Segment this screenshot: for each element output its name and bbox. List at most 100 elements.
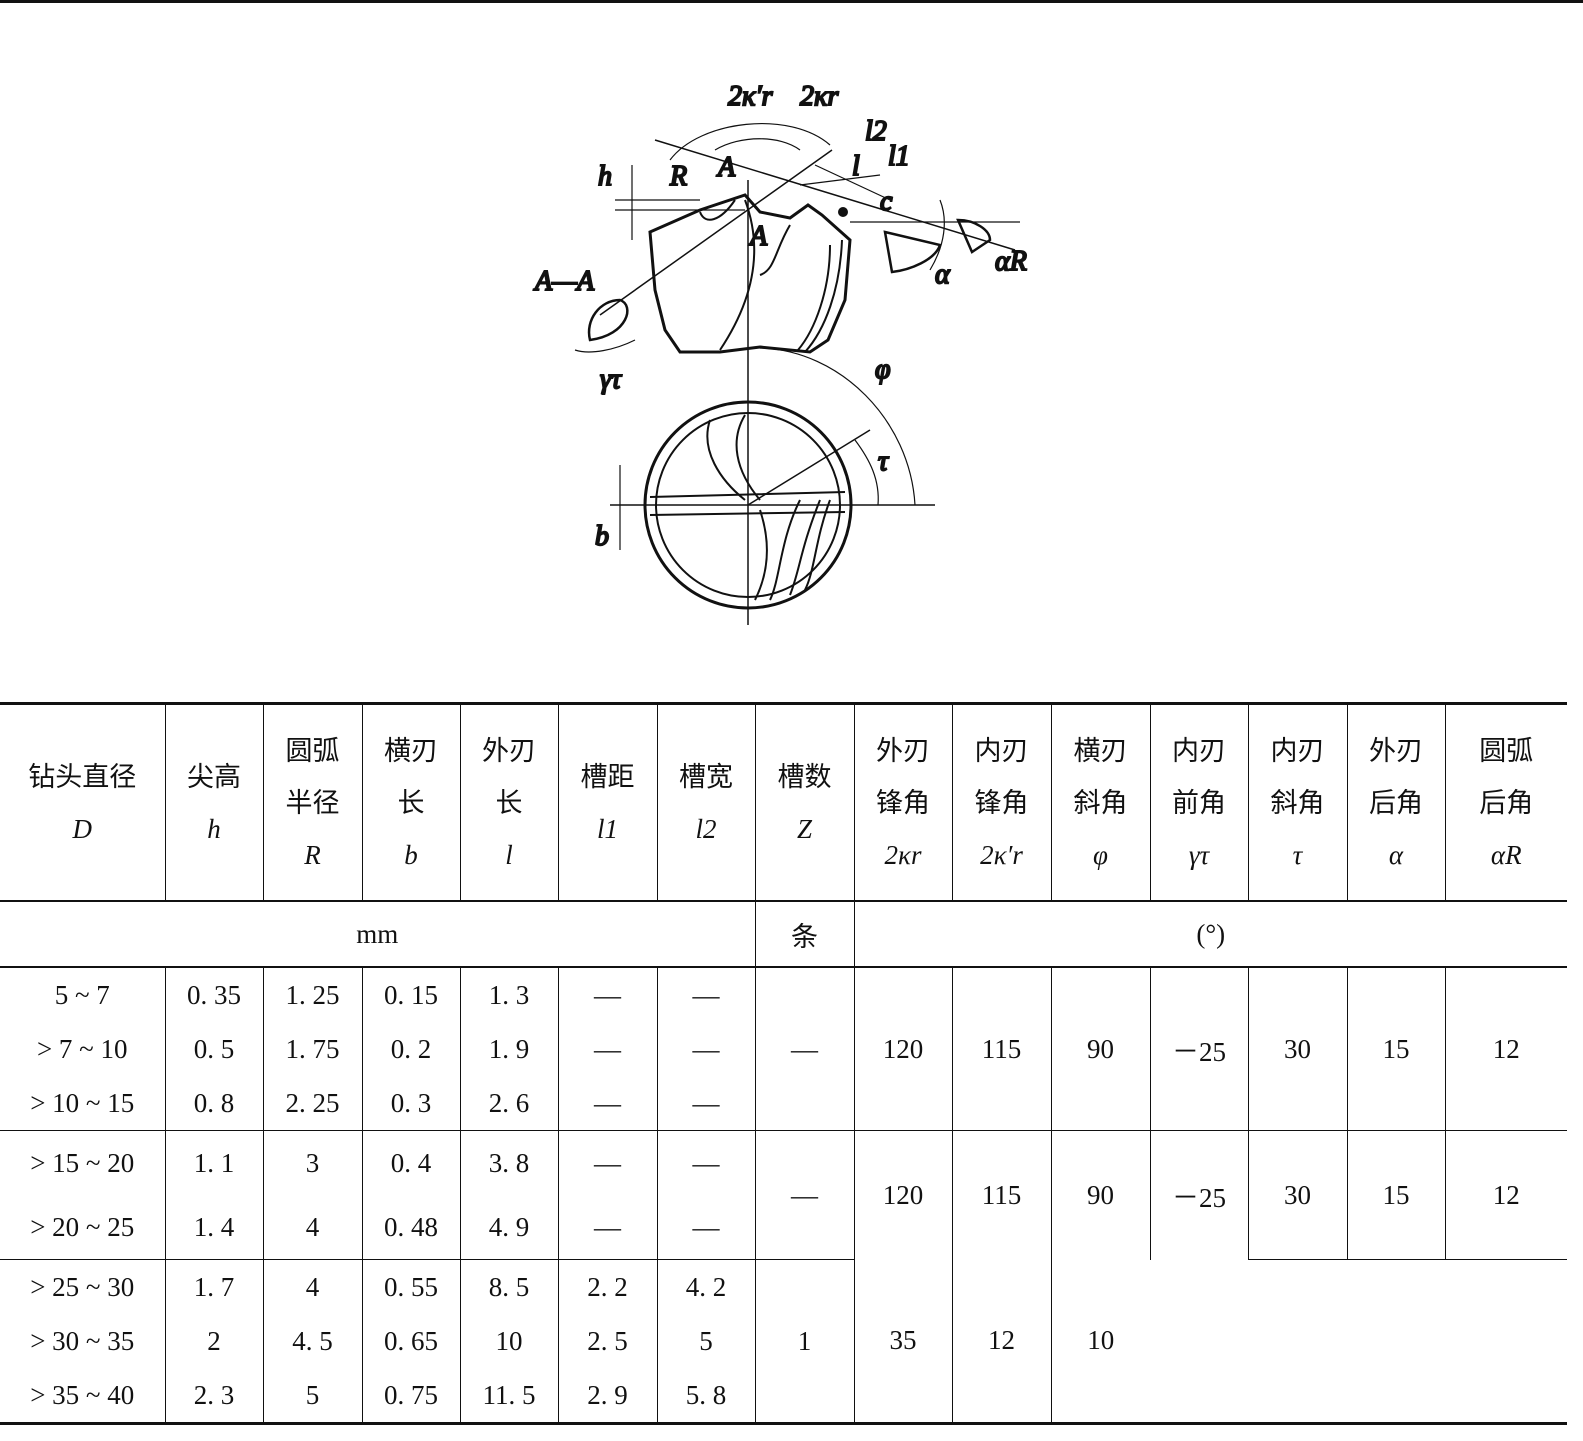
header-label: 锋角 bbox=[876, 787, 930, 818]
table-cell: 2 bbox=[164, 1314, 263, 1368]
header-label: 横刃 bbox=[1073, 735, 1128, 766]
header-symbol: Z bbox=[796, 813, 813, 844]
table-cell: 0. 48 bbox=[361, 1195, 460, 1260]
table-cell: 0. 8 bbox=[164, 1076, 263, 1131]
units-row: mm 条 (°) bbox=[0, 901, 1567, 968]
angle-arc-2kr-prime bbox=[714, 138, 801, 151]
label-c: c bbox=[880, 186, 893, 217]
header-label: 钻头直径 bbox=[28, 761, 137, 792]
header-label: 长 bbox=[495, 787, 523, 818]
table-cell: 1. 25 bbox=[262, 967, 362, 1022]
label-2kr-prime: 2κ′r bbox=[728, 81, 773, 112]
table-cell: > 30 ~ 35 bbox=[30, 1325, 135, 1356]
table-cell: 1. 4 bbox=[164, 1195, 263, 1260]
column-header: 圆弧 后角 αR bbox=[1444, 703, 1567, 902]
table-cell: — bbox=[656, 1022, 755, 1076]
table-row: > 15 ~ 20 1. 1 3 0. 4 3. 8— — —120 115 90 －25 30 15… bbox=[0, 1130, 1567, 1260]
table-cell: 2. 25 bbox=[262, 1076, 362, 1131]
angle-cell: －25 bbox=[1149, 1130, 1248, 1260]
label-l1: l1 bbox=[888, 141, 910, 172]
header-label: 圆弧 bbox=[285, 735, 340, 766]
column-header: 内刃 前角 γτ bbox=[1149, 703, 1248, 902]
table-cell: — bbox=[557, 1076, 657, 1131]
angle-cell: 15 bbox=[1346, 967, 1445, 1131]
label-tau: τ bbox=[878, 446, 889, 477]
header-symbol: 2κr bbox=[884, 839, 922, 870]
column-header: 尖高 h bbox=[164, 703, 263, 902]
table-cell: 5 bbox=[262, 1368, 362, 1424]
header-symbol: 2κ′r bbox=[980, 839, 1023, 870]
angle-arc-alpha bbox=[929, 199, 945, 271]
angle-cell: 90 bbox=[1050, 1130, 1150, 1260]
table-cell: 0. 2 bbox=[361, 1022, 460, 1076]
header-label: 槽数 bbox=[777, 761, 832, 792]
column-header: 钻头直径 D bbox=[0, 703, 165, 902]
dimension-line bbox=[814, 164, 891, 201]
header-symbol: h bbox=[207, 813, 221, 844]
label-2kr: 2κr bbox=[800, 81, 838, 112]
table-cell: 0. 15 bbox=[361, 967, 460, 1022]
table-row: 5 ~ 7 0. 35 1. 25 0. 15 1. 3— — —120 115 90 －25 30… bbox=[0, 967, 1567, 1131]
angle-arc-phi bbox=[759, 347, 916, 506]
cutting-edge-line bbox=[599, 149, 833, 316]
label-phi: φ bbox=[875, 354, 891, 385]
column-header: 横刃 斜角 φ bbox=[1050, 703, 1150, 902]
table-row: > 7 ~ 10 0. 5 1. 75 0. 2 1. 9— — bbox=[0, 1022, 1567, 1076]
header-label: 外刃 bbox=[482, 735, 536, 766]
table-cell: 2. 5 bbox=[557, 1314, 657, 1368]
slot-count-cell: — bbox=[754, 967, 854, 1131]
table-cell: 3. 8 bbox=[459, 1130, 558, 1195]
drill-flute-line bbox=[719, 199, 756, 351]
header-label: 尖高 bbox=[187, 761, 241, 792]
label-b: b bbox=[595, 521, 609, 552]
table-cell: 5 ~ 7 bbox=[54, 979, 110, 1010]
table-cell: 0. 3 bbox=[361, 1076, 460, 1131]
angle-cell: 35 bbox=[853, 1259, 952, 1424]
table-cell: 1. 1 bbox=[164, 1130, 263, 1195]
table-cell: 2. 6 bbox=[459, 1076, 558, 1131]
table-cell: 10 bbox=[459, 1314, 558, 1368]
label-A-top: A bbox=[716, 152, 736, 183]
table-cell: 8. 5 bbox=[459, 1259, 558, 1314]
unit-mm: mm bbox=[0, 901, 755, 968]
header-label: 槽距 bbox=[580, 761, 635, 792]
header-label: 后角 bbox=[1479, 787, 1534, 818]
header-symbol: γτ bbox=[1188, 839, 1210, 870]
cutting-edge-line bbox=[654, 139, 1016, 251]
table-cell: 1. 75 bbox=[262, 1022, 362, 1076]
angle-cell: 15 bbox=[1346, 1130, 1445, 1260]
column-header: 槽宽 l2 bbox=[656, 703, 755, 902]
table-cell: > 35 ~ 40 bbox=[30, 1379, 135, 1410]
column-header: 圆弧 半径 R bbox=[262, 703, 362, 902]
header-label: 内刃 bbox=[1172, 735, 1226, 766]
section-profile bbox=[883, 230, 942, 274]
table-cell: 0. 55 bbox=[361, 1259, 460, 1314]
drill-land-line bbox=[797, 239, 843, 353]
angle-cell: 115 bbox=[951, 967, 1051, 1131]
label-l: l bbox=[852, 151, 860, 182]
label-l2: l2 bbox=[865, 116, 887, 147]
table-row: > 35 ~ 40 2. 3 5 0. 75 11. 5 2. 9 5. 8 bbox=[0, 1368, 1567, 1424]
end-view-flute bbox=[706, 414, 831, 601]
drill-geometry-figure: 2κ′r 2κr l2 l1 l c h R A A A—A α αR γτ φ… bbox=[532, 80, 1028, 625]
section-profile bbox=[956, 218, 992, 254]
header-row: 钻头直径 D 尖高 h 圆弧 半径 R 横刃长 b 外刃长 l 槽距 l1 槽宽 l2 槽数 Z 外刃 锋角 2κr 内… bbox=[0, 703, 1567, 902]
angle-cell: 90 bbox=[1050, 967, 1150, 1131]
table-cell: 4. 5 bbox=[262, 1314, 362, 1368]
table-cell: 11. 5 bbox=[459, 1368, 558, 1424]
header-symbol: b bbox=[404, 839, 418, 870]
table-cell: > 10 ~ 15 bbox=[0, 1076, 165, 1131]
header-symbol: α bbox=[1388, 839, 1404, 870]
drill-parameter-table: 钻头直径 D 尖高 h 圆弧 半径 R 横刃长 b 外刃长 l 槽距 l1 槽宽 l2 槽数 Z 外刃 锋角 2κr 内… bbox=[0, 702, 1567, 1425]
table-cell: > 15 ~ 20 bbox=[30, 1147, 135, 1178]
label-gamma-tau: γτ bbox=[600, 364, 622, 395]
header-symbol: φ bbox=[1093, 839, 1108, 870]
table-cell: 4 bbox=[262, 1259, 362, 1314]
label-R: R bbox=[669, 161, 687, 192]
table-cell: — bbox=[557, 1130, 657, 1195]
column-header: 横刃长 b bbox=[361, 703, 460, 902]
label-h: h bbox=[598, 161, 612, 192]
table-cell: — bbox=[656, 1130, 755, 1195]
header-label: 长 bbox=[397, 787, 425, 818]
header-symbol: αR bbox=[1490, 839, 1522, 870]
